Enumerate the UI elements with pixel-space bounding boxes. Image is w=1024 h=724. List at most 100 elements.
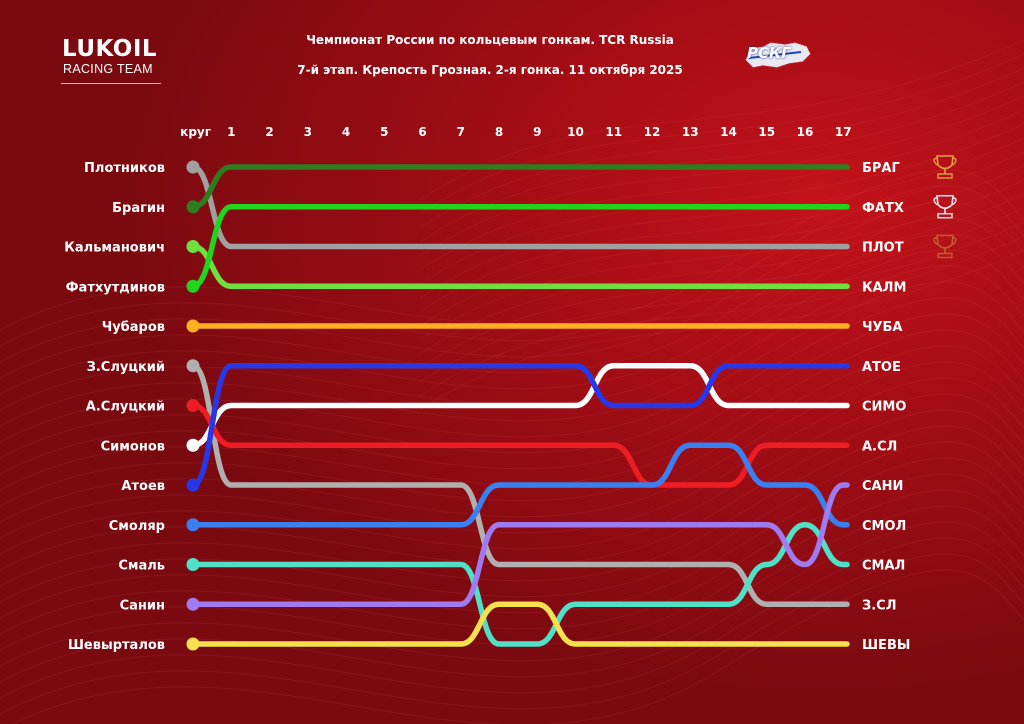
finish-driver-label: ПЛОТ: [862, 241, 904, 256]
finish-driver-label: ШЕВЫ: [862, 638, 910, 653]
background-wave-line: [419, 179, 1024, 341]
background-wave-line: [0, 553, 1024, 715]
start-position-dot: [186, 160, 200, 174]
start-position-dot: [186, 597, 200, 611]
lap-tick-label: 7: [457, 125, 465, 139]
lukoil-logo: LUKOIL: [62, 36, 158, 62]
background-wave-line: [0, 441, 1024, 603]
lap-tick-label: 5: [380, 125, 388, 139]
lap-tick-label: 11: [605, 125, 622, 139]
lap-tick-label: 8: [495, 125, 503, 139]
lap-tick-label: 1: [227, 125, 235, 139]
start-driver-label: Плотников: [84, 161, 165, 176]
rskg-logo-text: РСКГ: [747, 44, 791, 62]
start-driver-label: Фатхутдинов: [66, 280, 165, 295]
background-wave-line: [0, 249, 1024, 411]
driver-position-line: [190, 363, 850, 488]
background-wave-line: [0, 393, 1024, 555]
background-wave-line: [0, 489, 1024, 651]
driver-position-line: [190, 243, 850, 289]
background-wave-line: [0, 473, 1024, 635]
start-driver-label: Шевырталов: [68, 638, 165, 653]
background-wave-line: [419, 137, 1024, 299]
driver-position-line: [190, 363, 850, 448]
trophy-icon: [933, 234, 957, 259]
start-position-dot: [186, 279, 200, 293]
start-position-dot: [186, 558, 200, 571]
background-wave-line: [419, 221, 1024, 383]
trophy-icon: [933, 194, 957, 219]
background-wave-line: [0, 297, 1024, 459]
background-wave-line: [0, 201, 1024, 363]
lukoil-logo-subtitle: RACING TEAM: [63, 62, 153, 76]
start-driver-label: Смаль: [118, 559, 165, 574]
background-wave-line: [0, 521, 1024, 683]
lap-tick-label: 16: [797, 125, 814, 139]
finish-driver-label: САНИ: [862, 479, 903, 494]
background-wave-line: [0, 377, 1024, 539]
start-position-dot: [186, 518, 200, 532]
start-position-dot: [186, 359, 200, 373]
finish-driver-label: АТОЕ: [862, 360, 901, 375]
start-position-dot: [186, 478, 200, 492]
lap-tick-label: 3: [304, 125, 312, 139]
lap-tick-label: 9: [533, 125, 541, 139]
background-wave-line: [0, 457, 1024, 619]
driver-position-line: [190, 442, 850, 528]
start-position-dot: [186, 200, 200, 214]
background-wave-line: [0, 313, 1024, 475]
start-position-dot: [186, 438, 200, 452]
lap-tick-label: 17: [835, 125, 852, 139]
finish-driver-label: КАЛМ: [862, 280, 906, 295]
title-championship: Чемпионат России по кольцевым гонкам. TC…: [306, 33, 674, 47]
background-wave-line: [0, 233, 1024, 395]
background-wave-line: [419, 53, 1024, 215]
background-wave-line: [0, 169, 1024, 331]
start-driver-label: Атоев: [121, 479, 165, 494]
background-wave-line: [419, 235, 1024, 397]
lap-tick-label: 10: [567, 125, 584, 139]
driver-position-line: [190, 164, 850, 210]
lap-tick-label: 15: [758, 125, 775, 139]
background-wave-line: [419, 193, 1024, 355]
background-wave-line: [0, 281, 1024, 443]
lap-tick-label: 12: [644, 125, 661, 139]
finish-driver-label: СИМО: [862, 400, 906, 415]
trophy-icon: [933, 155, 957, 179]
lap-tick-label: 2: [265, 125, 273, 139]
finish-driver-label: А.СЛ: [862, 439, 897, 454]
background-wave-line: [419, 39, 1024, 201]
finish-driver-label: ЧУБА: [862, 320, 903, 335]
background-wave-line: [419, 81, 1024, 243]
start-driver-label: А.Слуцкий: [86, 400, 165, 415]
start-driver-label: Санин: [120, 598, 165, 613]
finish-driver-label: СМАЛ: [862, 559, 905, 574]
start-position-dot: [186, 240, 200, 253]
finish-driver-label: БРАГ: [862, 161, 900, 176]
logo-divider: [61, 83, 161, 84]
lap-tick-label: 4: [342, 125, 350, 139]
driver-position-line: [190, 522, 850, 647]
driver-position-line: [190, 204, 850, 289]
start-position-dot: [186, 637, 200, 651]
background-wave-line: [419, 67, 1024, 229]
background-wave-line: [0, 217, 1024, 379]
driver-position-line: [190, 402, 850, 488]
driver-position-line: [190, 601, 850, 647]
finish-driver-label: СМОЛ: [862, 519, 906, 534]
title-race: 7-й этап. Крепость Грозная. 2-я гонка. 1…: [297, 63, 683, 77]
start-driver-label: Чубаров: [102, 320, 165, 335]
start-driver-label: З.Слуцкий: [87, 360, 165, 375]
finish-driver-label: ФАТХ: [862, 201, 904, 216]
lap-axis-label: круг: [180, 125, 211, 139]
driver-position-line: [190, 482, 850, 607]
background-wave-line: [11, 569, 1024, 724]
lap-tick-label: 6: [418, 125, 426, 139]
start-position-dot: [186, 399, 200, 412]
start-driver-label: Симонов: [101, 439, 165, 454]
background-wave-line: [419, 109, 1024, 271]
driver-position-line: [190, 363, 850, 607]
